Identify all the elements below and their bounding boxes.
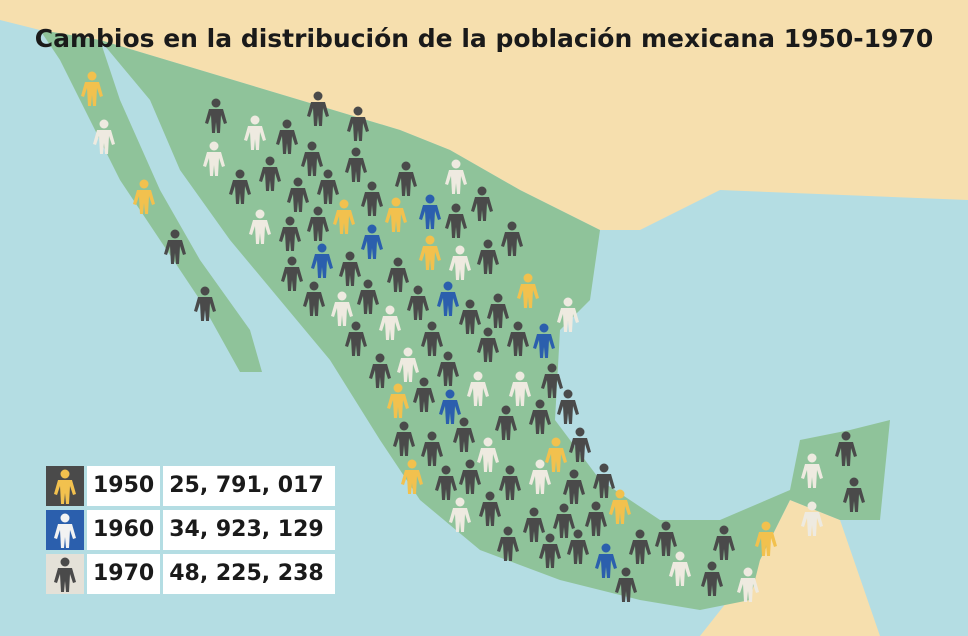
central-america: [700, 500, 880, 636]
legend-population: 25, 791, 017: [163, 466, 336, 506]
usa: [0, 0, 968, 230]
legend-year: 1960: [87, 510, 161, 550]
legend: 1950 25, 791, 017 1960 34, 923, 129 1970 48…: [46, 466, 336, 598]
legend-population: 34, 923, 129: [163, 510, 336, 550]
legend-population: 48, 225, 238: [163, 554, 336, 594]
legend-year: 1970: [87, 554, 161, 594]
legend-row: 1950 25, 791, 017: [46, 466, 336, 506]
title: Cambios en la distribución de la poblaci…: [34, 24, 934, 53]
legend-row: 1960 34, 923, 129: [46, 510, 336, 550]
legend-year: 1950: [87, 466, 161, 506]
legend-row: 1970 48, 225, 238: [46, 554, 336, 594]
